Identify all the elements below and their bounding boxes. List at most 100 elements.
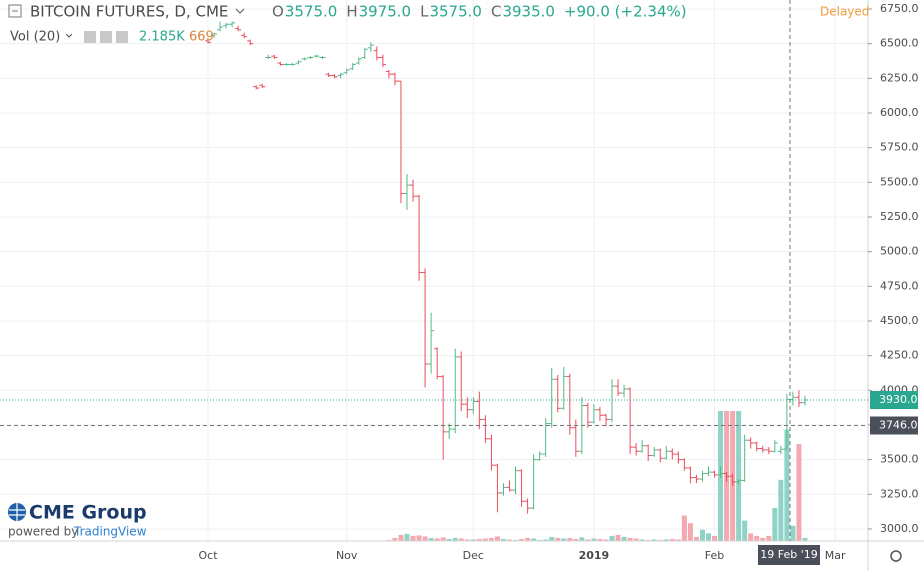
volume-bar [669,538,675,541]
y-tick-label: 6250.0 [880,71,919,84]
last-price-tag [870,390,918,409]
last-price-label: 3930.0 [879,393,918,406]
volume-bar [766,535,772,541]
volume-bar [585,539,591,541]
volume-bar [639,539,645,541]
x-tick-label: 2019 [579,549,610,562]
volume-bar [500,538,506,541]
overlay: 3930.0 3746.0 [0,390,918,435]
volume-bar [609,535,615,541]
volume-bar [416,535,422,541]
y-tick-label: 6500.0 [880,37,919,50]
volume-bar [452,537,458,541]
volume-bar [645,539,651,541]
y-tick-label: 3000.0 [880,522,919,535]
volume-bar [790,525,796,541]
volume-bar [422,536,428,541]
y-tick-label: 4250.0 [880,349,919,362]
volume-bar [434,538,440,541]
volume-bar [494,536,500,541]
volume-bar [555,537,561,541]
volume-bar [440,537,446,541]
logo-brand: CME Group [29,502,147,524]
volume-bar [537,539,543,541]
volume-bar [663,539,669,541]
symbol-dropdown[interactable] [235,8,245,14]
volume-bar [579,537,585,541]
volume-bar [549,536,555,541]
volume-bar [507,539,512,541]
price-layer [205,21,808,514]
axes: 3000.03250.03500.03750.04000.04250.04500… [198,2,918,562]
volume-bar [748,533,754,541]
volume-bar [458,538,464,541]
y-tick-label: 5750.0 [880,141,919,154]
volume-bar [404,533,410,541]
volume-settings-icon[interactable] [100,31,112,43]
y-tick-label: 4500.0 [880,314,919,327]
ohlc-legend: O 3575.0 H 3975.0 L 3575.0 C 3935.0 +90.0 (+2.34… [272,3,687,21]
volume-bar [567,537,573,541]
volume-bar [519,538,525,541]
ohlc-key: O [272,3,284,21]
y-tick-label: 5500.0 [880,175,919,188]
volume-remove-icon[interactable] [116,31,128,43]
volume-bar [760,537,766,541]
volume-bar [597,538,603,541]
volume-bar [699,529,705,541]
logo-platform[interactable]: TradingView [73,525,147,539]
volume-bar [482,538,488,541]
volume-bar [657,539,663,541]
volume-bar [675,539,681,541]
volume-name: Vol (20) [10,30,60,45]
volume-bar [470,539,476,541]
volume-dropdown[interactable] [65,33,73,38]
crosshair-price-label: 3746.0 [879,419,918,432]
volume-bar [513,539,519,541]
volume-bar [712,535,718,541]
date-tag-text: 19 Feb '19 [760,548,818,561]
volume-value: 2.185K [139,30,185,45]
volume-bar [476,538,482,541]
volume-bar [796,444,802,541]
volume-bar [651,539,657,541]
volume-bar [398,534,404,541]
ohlc-value: 3575.0 [285,3,338,21]
volume-bar [681,515,687,541]
cme-globe-lines [9,503,25,521]
x-tick-label: Oct [198,549,218,562]
volume-bar [543,539,549,541]
ohlc-key: L [420,3,429,21]
delayed-status: Delayed [820,5,869,19]
volume-bar [591,538,597,541]
volume-bar [531,538,537,541]
volume-bar [621,536,627,541]
crosshair-price-tag [870,416,918,435]
volume-bar [446,538,452,541]
collapse-icon[interactable] [8,4,22,18]
volume-bar [573,538,579,541]
volume-bar [687,523,693,541]
grid [0,0,868,541]
volume-bar [693,536,699,541]
volume-average: 669 [189,30,214,45]
y-tick-label: 5000.0 [880,245,919,258]
volume-bar [627,537,633,541]
symbol-title: BITCOIN FUTURES, D, CME [30,3,228,21]
volume-bar [603,539,609,541]
date-tag [758,545,820,565]
ohlc-key: H [346,3,357,21]
volume-bar [525,537,531,541]
x-tick-label: Nov [336,549,358,562]
x-tick-label: Dec [463,549,484,562]
volume-bar [428,537,434,541]
logo-powered: powered by [8,525,78,539]
settings-gear[interactable] [890,550,902,562]
volume-hide-icon[interactable] [84,31,96,43]
volume-bar [561,538,567,541]
volume-bar [633,538,639,541]
volume-bar [386,539,392,541]
volume-bar [736,411,742,541]
